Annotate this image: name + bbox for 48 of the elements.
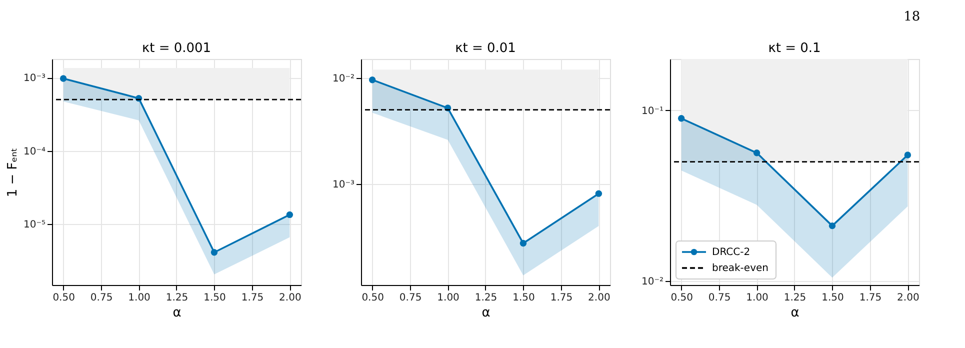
text: 18 (904, 10, 920, 24)
x-tick-label: 0.75 (708, 292, 731, 304)
point (678, 115, 685, 122)
x-tick-label: 0.50 (670, 292, 693, 304)
x-tick-label: 1.50 (204, 292, 226, 304)
y-tick-label: 10⁻¹ (641, 106, 664, 117)
x-tick-label: 0.75 (399, 292, 422, 304)
point (286, 211, 294, 218)
x-tick-label: 1.25 (784, 292, 806, 304)
chart-title: κt = 0.1 (768, 41, 821, 56)
x-tick-label: 1.00 (746, 292, 768, 304)
x-tick-label: 2.00 (279, 292, 302, 304)
legend-label: DRCC-2 (712, 247, 750, 258)
x-tick-label: 1.25 (474, 292, 498, 304)
y-tick-label: 10⁻³ (23, 73, 46, 84)
x-tick-label: 0.50 (52, 292, 75, 304)
y-axis-title: 1 − Fₑₙₜ (5, 148, 20, 198)
y-tick-label: 10⁻⁵ (23, 220, 46, 231)
point (753, 150, 760, 156)
x-axis-title: α (482, 306, 490, 320)
y-tick-label: 10⁻² (641, 276, 664, 288)
x-axis-title: α (172, 306, 182, 320)
x-tick-label: 0.75 (90, 292, 113, 304)
x-tick-label: 1.00 (437, 292, 460, 304)
point (210, 249, 218, 256)
x-tick-label: 0.50 (362, 292, 384, 304)
x-tick-label: 2.00 (897, 292, 920, 304)
x-tick-label: 1.75 (241, 292, 264, 304)
x-tick-label: 1.75 (859, 292, 882, 304)
x-tick-label: 1.25 (166, 292, 188, 304)
x-tick-label: 2.00 (588, 292, 610, 304)
point (520, 240, 527, 247)
point (368, 76, 376, 84)
legend-label: break-even (712, 263, 768, 274)
point (60, 75, 67, 82)
x-tick-label: 1.00 (128, 292, 150, 304)
x-axis-title: α (790, 306, 800, 320)
x-tick-label: 1.75 (550, 292, 573, 304)
point (595, 190, 602, 197)
y-tick-label: 10⁻² (332, 73, 354, 84)
y-tick-label: 10⁻⁴ (23, 146, 46, 158)
x-tick-label: 1.50 (512, 292, 535, 304)
chart-title: κt = 0.01 (455, 41, 516, 56)
chart-title: κt = 0.001 (142, 41, 212, 56)
point (904, 152, 912, 158)
point (828, 222, 836, 230)
y-tick-label: 10⁻³ (332, 179, 354, 190)
x-tick-label: 1.50 (822, 292, 844, 304)
